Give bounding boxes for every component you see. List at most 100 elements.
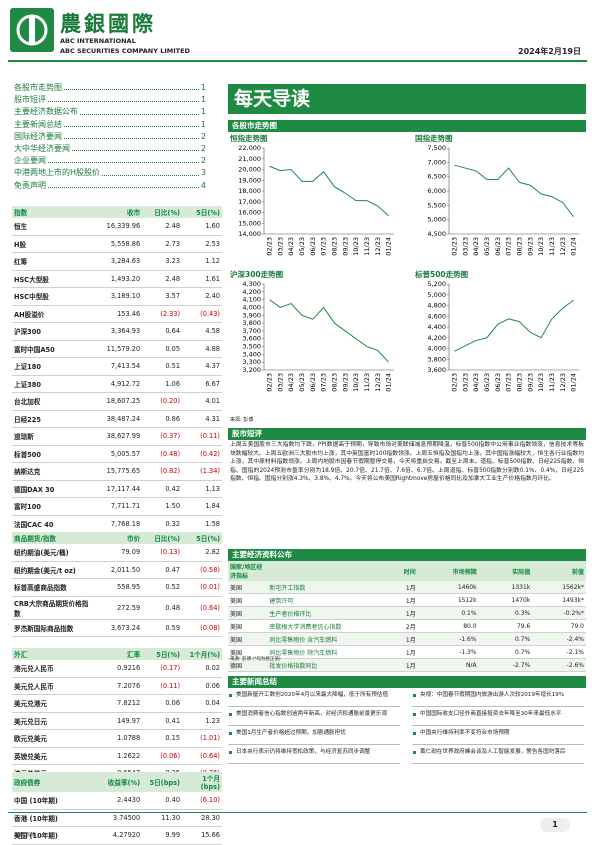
table: 指数 收市 日比(%) 5日(%) 恒生 16,339.96 2.48 1.60 H股 5,558… <box>12 206 222 533</box>
row: 德国 批发价格指数同比 1月 N/A -2.7% -2.6% <box>228 658 586 672</box>
y-tick-label: 4,200 <box>242 288 261 296</box>
toc-leader <box>48 155 199 164</box>
toc-title: 中港两地上市的H股股价 <box>14 168 101 178</box>
line <box>454 299 574 352</box>
cell: (0.82) <box>142 462 183 481</box>
cell: 1月 <box>381 632 418 646</box>
cell: 1月 <box>381 645 418 659</box>
x-tick-label: 10/23 <box>352 373 360 392</box>
y-tick-label: 4,000 <box>427 345 446 353</box>
row: 美国 同比零售物价 除汽车燃料 1月 -1.3% 0.7% -2.1% <box>228 645 586 659</box>
row: 红筹 3,284.63 3.23 1.12 <box>12 252 222 271</box>
cell: 1.58 <box>182 515 222 533</box>
cell: (0.48) <box>142 445 183 463</box>
row: 纽约期金(美元/t oz) 2,011.50 0.47 (0.58) <box>12 561 222 579</box>
line-chart: 国指走势图 4,500 5,000 5,500 6,000 6,500 7,000 7,500… <box>415 133 579 256</box>
y-tick-label: 7,000 <box>427 158 446 166</box>
line-chart: 沪深300走势图3,2003,3003,4003,5003,6003,7003,… <box>230 269 394 392</box>
x-tick-label: 12/23 <box>374 373 382 392</box>
toc-leader <box>72 143 199 152</box>
cell: 美国 <box>228 619 268 633</box>
cell: 1562k* <box>532 581 586 594</box>
y-tick-label: 3,600 <box>242 335 261 343</box>
cell: 美国 <box>228 645 268 659</box>
cell: 2.48 <box>142 218 183 236</box>
cell: 美国 <box>228 632 268 646</box>
cell: 1.2622 <box>96 747 143 765</box>
toc-title: 主要新闻总结 <box>14 119 62 129</box>
row: 美国 新宅开工指数 1月 1460k 1331k 1562k* <box>228 581 586 594</box>
cell: (0.64) <box>182 596 222 620</box>
cell: 富时100 <box>12 497 96 516</box>
cell: 1.50 <box>142 497 183 516</box>
line <box>269 299 389 363</box>
header-row: 商品期货/指数 市价 日比(%) 5日(%) <box>12 532 222 544</box>
cell: 11,579.20 <box>96 340 143 358</box>
cell: 3,673.24 <box>96 619 143 637</box>
cell: 3,364.93 <box>96 322 143 341</box>
y-tick-label: 22,000 <box>238 144 261 152</box>
cell: 558.95 <box>96 578 143 597</box>
row: 港元兑人民币 0.9216 (0.17) 0.02 <box>12 660 222 678</box>
cell: 1月 <box>381 606 418 620</box>
cell: AH股溢价 <box>12 305 96 323</box>
cell: 道琼斯 <box>12 427 96 446</box>
cell: 4.01 <box>182 392 222 411</box>
cell: 1331k <box>478 581 533 594</box>
x-tick-label: 12/23 <box>374 237 382 256</box>
section-bar: 股市短评 <box>228 428 586 440</box>
cell: 红筹 <box>12 252 96 271</box>
source: 来源: 彭博 <box>14 833 35 838</box>
toc: 各股市走势图 1 股市短评 1 主要经济数据公布 1 主要新闻总结 1 国际经济要闻 2 大中华经济… <box>14 82 206 192</box>
header-cell: 市场预期 <box>417 561 479 581</box>
cell: H股 <box>12 235 96 253</box>
cell: 美国 <box>228 593 268 607</box>
x-tick-label: 07/23 <box>505 373 513 392</box>
row: 标普高盛商品指数 558.95 0.52 (0.01) <box>12 578 222 597</box>
toc-item: 主要经济数据公布 1 <box>14 106 206 118</box>
cell: 0.47 <box>142 561 183 579</box>
row: 沪深300 3,364.93 0.64 4.58 <box>12 322 222 341</box>
cell: (6.10) <box>182 792 222 810</box>
x-tick-label: 08/23 <box>515 373 523 392</box>
cell: 1.06 <box>142 375 183 393</box>
cell: 1.60 <box>182 218 222 236</box>
x-tick-label: 12/23 <box>559 373 567 392</box>
row: 美国 密歇根大学消费者信心指数 2月 80.0 79.6 79.0 <box>228 619 586 633</box>
toc-title: 大中华经济要闻 <box>14 144 70 154</box>
row: 富时100 7,711.71 1.50 1.84 <box>12 497 222 516</box>
toc-page: 1 <box>200 107 206 117</box>
x-tick-label: 08/23 <box>515 237 523 256</box>
y-tick-label: 3,200 <box>242 366 261 374</box>
toc-title: 主要经济数据公布 <box>14 107 78 117</box>
x-tick-label: 02/23 <box>450 373 458 392</box>
x-tick-label: 02/23 <box>265 237 273 256</box>
cell: (0.06) <box>142 747 183 765</box>
row: HSC大型股 1,493.20 2.48 1.61 <box>12 270 222 288</box>
cell: 标普高盛商品指数 <box>12 578 96 597</box>
table: 外汇 汇率 5日(%) 1个月(%) 港元兑人民币 0.9216 (0.17) 0.02 美元兑… <box>12 648 222 783</box>
header-row: 政府债券 收益率(%) 5日(bps) 1个月(bps) <box>12 772 222 792</box>
x-tick-label: 11/23 <box>363 237 371 256</box>
cell: 同比零售物价 含汽车燃料 <box>267 632 382 646</box>
y-tick-label: 4,600 <box>427 312 446 320</box>
toc-page: 2 <box>200 156 206 166</box>
cell: 0.06 <box>182 677 222 695</box>
cell: 1月 <box>381 593 418 607</box>
cell: 建筑许可 <box>267 593 382 607</box>
y-tick-label: 21,000 <box>238 155 261 163</box>
toc-page: 4 <box>200 180 206 190</box>
row: 德国DAX 30 17,117.44 0.42 1.13 <box>12 480 222 498</box>
header-cell: 国家/地区经济指标 <box>228 561 268 581</box>
x-tick-label: 02/23 <box>450 237 458 256</box>
cell: 11.30 <box>142 809 183 827</box>
row: 纽约期油(美元/桶) 79.09 (0.13) 2.82 <box>12 544 222 562</box>
cell: (0.64) <box>182 747 222 765</box>
x-tick-label: 07/23 <box>320 373 328 392</box>
row: 英镑兑美元 1.2622 (0.06) (0.64) <box>12 747 222 765</box>
cell: -2.6% <box>532 658 586 672</box>
note: 来源: 彭博 (*均为修正值) <box>230 657 281 662</box>
x-tick-label: 04/23 <box>472 237 480 256</box>
cell: 6.67 <box>182 375 222 393</box>
